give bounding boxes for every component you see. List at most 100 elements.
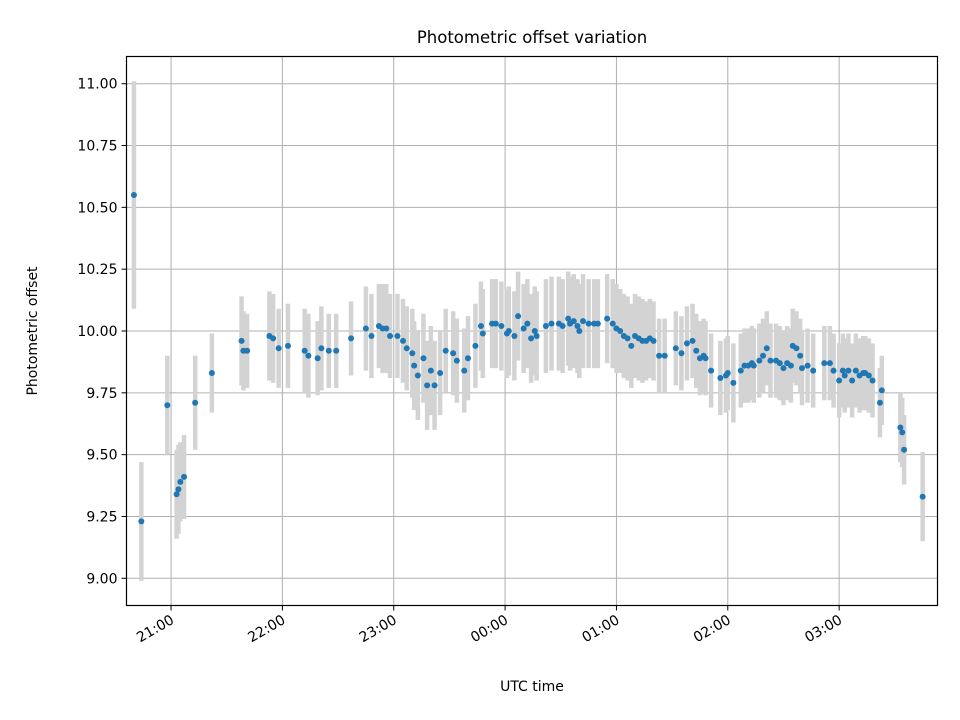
data-point [431,382,438,389]
data-point [362,325,369,332]
data-point [756,357,763,364]
data-point [437,370,444,377]
data-point [609,320,616,327]
data-point [192,399,199,406]
data-point [797,352,804,359]
x-axis-label: UTC time [500,679,564,695]
data-point [678,350,685,357]
data-point [683,340,690,347]
data-point [804,362,811,369]
data-point [472,342,479,349]
y-tick-label: 9.75 [86,386,117,402]
data-point [617,328,624,334]
data-point [708,367,715,374]
y-tick-label: 10.25 [77,262,117,278]
data-point [427,367,434,374]
data-point [656,352,663,359]
data-point [799,365,806,372]
data-point [750,362,757,369]
data-point [542,323,549,330]
data-point [301,347,308,354]
y-tick-label: 9.50 [86,448,117,464]
chart-title: Photometric offset variation [417,28,647,47]
data-point [368,332,375,339]
y-tick-label: 11.00 [77,77,117,93]
data-point [318,345,325,352]
data-point [852,367,859,374]
data-point [717,374,724,381]
data-point [424,382,431,389]
data-point [477,323,484,330]
y-tick-label: 10.75 [77,139,117,155]
data-point [594,320,601,327]
y-axis-label: Photometric offset [25,266,41,396]
data-point [173,491,180,498]
data-point [730,379,737,386]
data-point [576,328,583,334]
data-point [565,315,572,322]
data-point [845,367,852,374]
data-point [450,350,457,357]
y-axis: 9.00 9.25 9.50 9.75 10.00 10.25 10.50 10.75 11.0… [77,77,127,587]
data-point [650,337,657,344]
data-point [836,377,843,384]
data-point [839,367,846,374]
data-point [919,493,926,500]
data-point [876,399,883,406]
data-point [175,486,182,493]
data-point [672,345,679,352]
data-point [411,362,418,369]
data-point [793,345,800,352]
y-tick-label: 9.25 [86,509,117,525]
data-point [548,320,555,327]
data-point [400,337,407,344]
data-points [130,191,926,525]
data-point [830,367,837,374]
data-point [387,332,394,339]
data-point [899,429,906,436]
y-tick-label: 9.00 [86,571,117,587]
data-point [780,365,787,372]
data-point [270,335,277,342]
data-point [453,357,460,364]
data-point [531,328,538,334]
data-point [511,332,518,339]
data-point [409,350,416,357]
data-point [533,332,540,339]
data-point [826,360,833,367]
data-point [763,345,770,352]
data-point [767,357,774,364]
y-tick-label: 10.00 [77,324,117,340]
data-point [383,325,390,332]
data-point [702,355,709,362]
data-point [325,347,332,354]
data-point [164,402,171,409]
data-point [810,367,817,374]
data-point [760,352,767,359]
data-point [520,325,527,332]
data-point [238,337,245,344]
data-point [177,478,184,485]
data-point [414,372,421,379]
data-point [208,370,215,377]
data-point [284,342,291,349]
data-point [492,320,499,327]
data-point [461,367,468,374]
data-point [624,335,631,342]
data-point [897,424,904,431]
data-point [776,360,783,367]
data-point [580,318,587,325]
data-point [314,355,321,362]
data-point [138,518,145,525]
data-point [275,345,282,352]
data-point [181,473,188,480]
data-point [305,352,312,359]
data-point [394,332,401,339]
data-point [559,323,566,330]
data-point [244,347,251,354]
data-point [821,360,828,367]
data-point [865,372,872,379]
data-point [849,377,856,384]
data-point [574,323,581,330]
